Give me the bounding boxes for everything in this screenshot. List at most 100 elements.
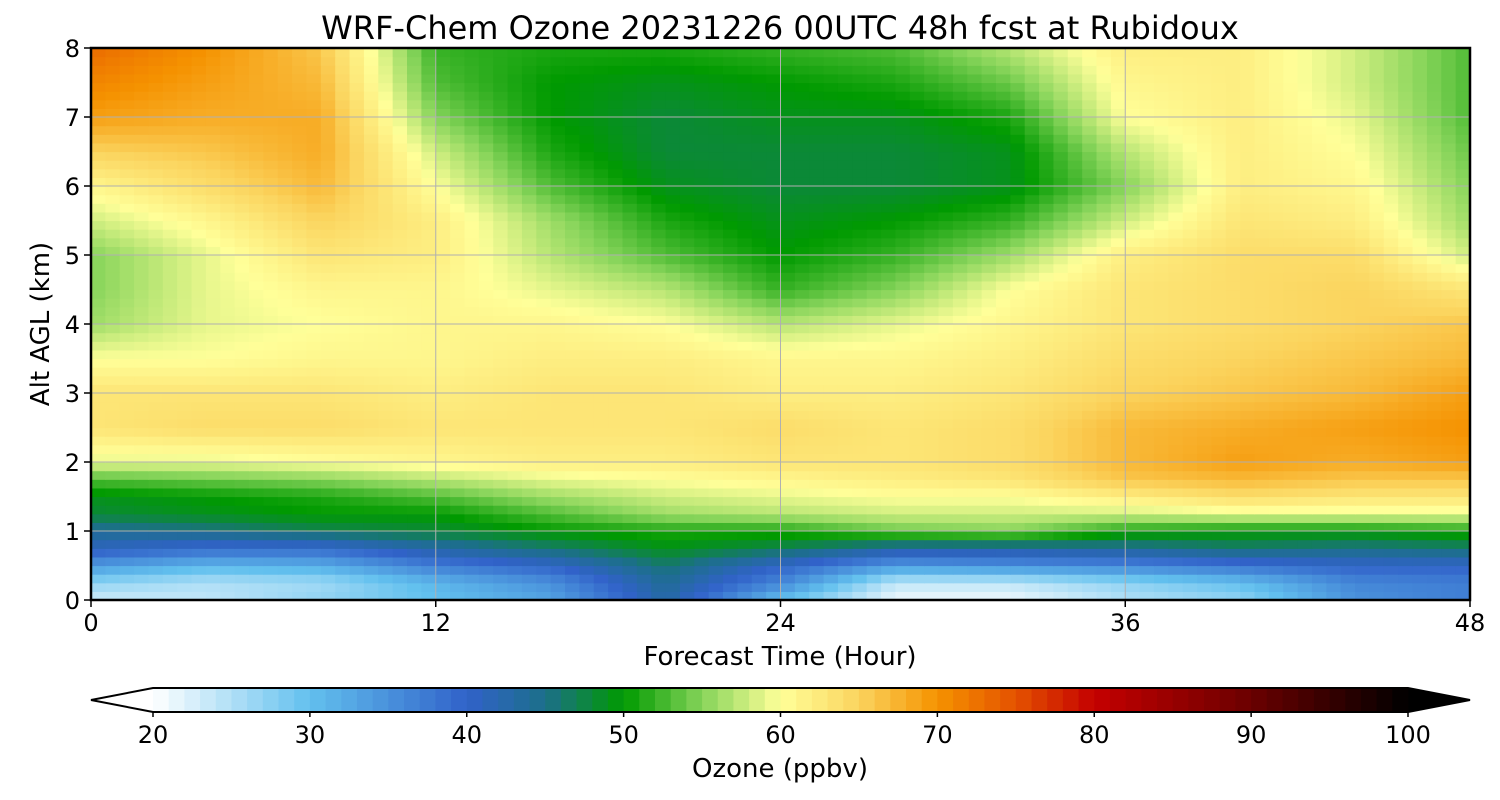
heatmap-cell (608, 315, 624, 325)
heatmap-cell (1340, 211, 1356, 222)
heatmap-cell (895, 591, 911, 601)
heatmap-cell (1125, 513, 1141, 523)
heatmap-cell (1340, 324, 1356, 334)
heatmap-cell (119, 272, 135, 282)
heatmap-cell (306, 591, 322, 601)
heatmap-cell (881, 298, 897, 308)
heatmap-cell (1268, 444, 1284, 454)
heatmap-cell (1168, 203, 1184, 213)
heatmap-cell (536, 401, 552, 411)
heatmap-cell (1024, 211, 1040, 222)
heatmap-cell (162, 246, 178, 256)
heatmap-cell (105, 280, 121, 291)
heatmap-cell (263, 470, 279, 480)
heatmap-cell (1053, 496, 1069, 506)
heatmap-cell (148, 306, 164, 316)
heatmap-cell (1096, 367, 1112, 377)
heatmap-cell (1168, 444, 1184, 454)
heatmap-cell (1441, 513, 1457, 523)
heatmap-cell (852, 539, 868, 549)
heatmap-cell (521, 237, 537, 247)
heatmap-cell (665, 487, 681, 498)
heatmap-cell (464, 367, 480, 377)
heatmap-cell (191, 531, 207, 541)
heatmap-cell (794, 548, 810, 558)
heatmap-cell (277, 349, 293, 360)
heatmap-cell (349, 453, 365, 463)
heatmap-cell (1426, 410, 1442, 420)
heatmap-cell (220, 384, 236, 394)
heatmap-cell (234, 367, 250, 377)
heatmap-cell (450, 522, 466, 532)
heatmap-cell (91, 186, 106, 196)
heatmap-cell (1426, 160, 1442, 170)
heatmap-cell (823, 272, 839, 282)
heatmap-cell (1110, 375, 1126, 385)
heatmap-cell (967, 453, 983, 463)
heatmap-cell (234, 375, 250, 385)
heatmap-cell (1297, 574, 1313, 584)
heatmap-cell (1225, 539, 1241, 549)
heatmap-cell (1240, 358, 1256, 368)
heatmap-cell (593, 229, 609, 239)
heatmap-cell (837, 367, 853, 377)
heatmap-cell (1125, 151, 1141, 161)
heatmap-cell (177, 591, 193, 601)
heatmap-cell (277, 237, 293, 247)
heatmap-cell (866, 151, 882, 161)
heatmap-cell (277, 556, 293, 567)
heatmap-cell (363, 246, 379, 256)
heatmap-cell (1024, 315, 1040, 325)
heatmap-cell (507, 306, 523, 316)
heatmap-cell (1355, 444, 1371, 454)
heatmap-cell (1125, 591, 1141, 601)
heatmap-cell (320, 341, 336, 351)
heatmap-cell (1096, 539, 1112, 549)
heatmap-cell (823, 306, 839, 316)
heatmap-cell (205, 289, 221, 299)
heatmap-cell (91, 306, 106, 316)
heatmap-cell (263, 393, 279, 403)
heatmap-cell (205, 444, 221, 454)
heatmap-cell (881, 186, 897, 196)
heatmap-cell (881, 332, 897, 342)
heatmap-cell (421, 280, 437, 291)
heatmap-cell (1153, 487, 1169, 498)
heatmap-cell (881, 496, 897, 506)
heatmap-cell (1340, 539, 1356, 549)
heatmap-cell (435, 539, 451, 549)
heatmap-cell (1125, 556, 1141, 567)
heatmap-cell (1010, 168, 1026, 178)
heatmap-cell (1240, 410, 1256, 420)
heatmap-cell (1412, 186, 1428, 196)
heatmap-cell (1297, 427, 1313, 437)
heatmap-cell (909, 582, 925, 592)
heatmap-cell (421, 462, 437, 472)
heatmap-cell (550, 263, 566, 273)
heatmap-cell (924, 470, 940, 480)
heatmap-cell (622, 436, 638, 446)
heatmap-cell (1326, 462, 1342, 472)
heatmap-cell (234, 505, 250, 515)
heatmap-cell (694, 341, 710, 351)
heatmap-cell (924, 479, 940, 489)
heatmap-cell (249, 513, 264, 523)
heatmap-cell (306, 194, 322, 204)
heatmap-cell (608, 591, 624, 601)
heatmap-cell (306, 574, 322, 584)
heatmap-cell (205, 393, 221, 403)
heatmap-cell (751, 203, 767, 213)
heatmap-cell (407, 384, 422, 394)
heatmap-cell (981, 367, 997, 377)
heatmap-cell (967, 384, 983, 394)
heatmap-cell (1340, 565, 1356, 575)
heatmap-cell (1240, 548, 1256, 558)
heatmap-cell (1254, 177, 1270, 187)
heatmap-cell (1254, 393, 1270, 403)
heatmap-cell (579, 272, 595, 282)
heatmap-cell (1024, 332, 1040, 342)
heatmap-cell (1096, 151, 1112, 161)
heatmap-cell (335, 522, 351, 532)
heatmap-cell (1398, 565, 1414, 575)
heatmap-cell (335, 444, 351, 454)
